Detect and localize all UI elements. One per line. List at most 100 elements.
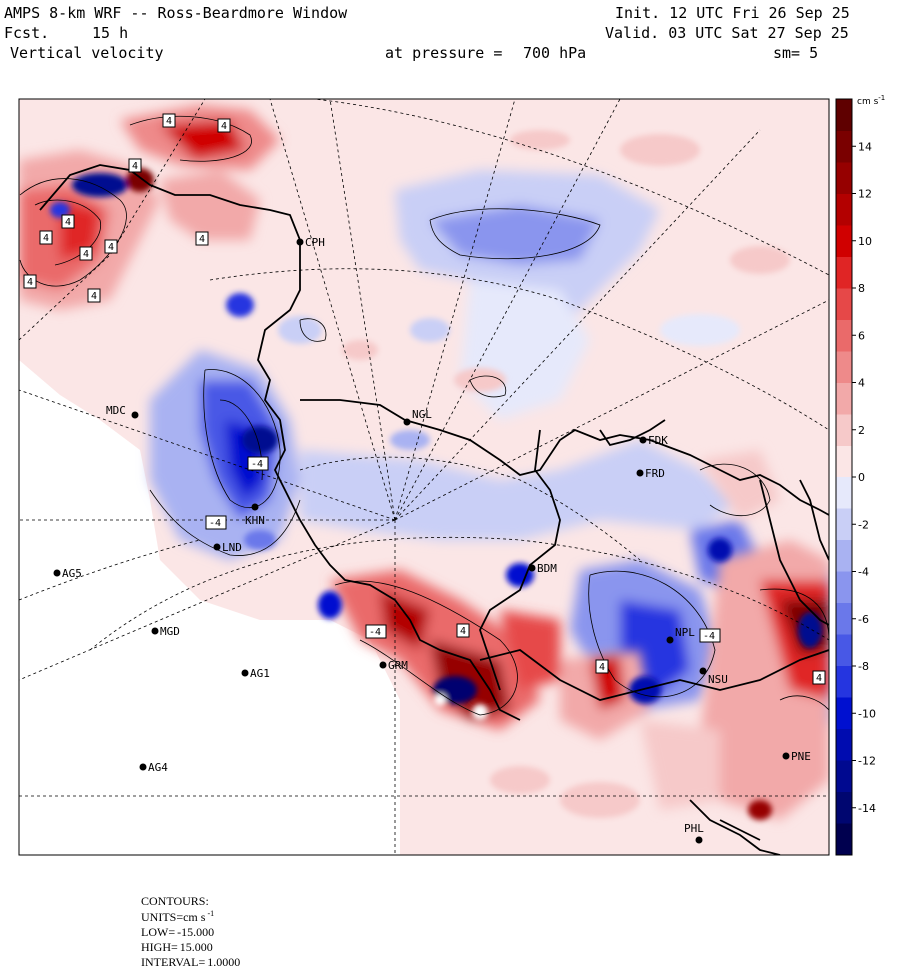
svg-text:NPL: NPL	[675, 626, 695, 639]
svg-text:FDK: FDK	[648, 434, 668, 447]
init-time: Init. 12 UTC Fri 26 Sep 25	[615, 4, 850, 22]
colorbar-tick-label: -6	[858, 613, 869, 626]
station-ngl[interactable]: NGL	[403, 408, 433, 426]
colorbar-swatch	[836, 508, 852, 541]
svg-text:-4: -4	[369, 627, 381, 638]
svg-text:KHN: KHN	[245, 514, 265, 527]
svg-text:NGL: NGL	[412, 408, 432, 421]
colorbar-swatch	[836, 193, 852, 226]
smoothing-label: sm= 5	[773, 44, 819, 62]
interval-value: 1.0000	[207, 955, 241, 969]
colorbar-tick-label: 0	[858, 471, 865, 484]
station-phl[interactable]: PHL	[684, 822, 704, 844]
svg-text:4: 4	[599, 662, 605, 673]
coastline	[39, 164, 829, 855]
colorbar-swatch	[836, 634, 852, 667]
svg-text:CPH: CPH	[305, 236, 325, 249]
colorbar-swatch	[836, 823, 852, 856]
contour-label: 4	[162, 113, 176, 128]
svg-text:4: 4	[83, 249, 89, 260]
colorbar-swatch	[836, 414, 852, 446]
colorbar-tick-label: 6	[858, 329, 865, 342]
station-markers: CPH MDC NGL FDK FRD KHN LND AG5 MGD AG1 …	[53, 236, 811, 844]
svg-text:-4: -4	[209, 518, 221, 529]
svg-text:-4: -4	[251, 459, 263, 470]
svg-text:4: 4	[108, 242, 114, 253]
contour-label: 4	[79, 246, 93, 261]
vertical-velocity-field	[19, 99, 829, 855]
station-ag5[interactable]: AG5	[53, 567, 82, 580]
colorbar-swatch	[836, 571, 852, 604]
contour-label: 4	[195, 231, 209, 246]
station-mdc[interactable]: MDC	[106, 404, 139, 419]
contour-label: -4	[205, 515, 227, 530]
colorbar-swatch	[836, 288, 852, 320]
contour-label: -4	[699, 628, 721, 643]
station-frd[interactable]: FRD	[636, 467, 665, 480]
map-title: AMPS 8-km WRF -- Ross-Beardmore Window	[4, 4, 348, 22]
interval-label: INTERVAL=	[141, 955, 206, 969]
colorbar-swatch	[836, 319, 852, 352]
svg-text:MGD: MGD	[160, 625, 180, 638]
colorbar-swatch	[836, 351, 852, 383]
svg-text:BDM: BDM	[537, 562, 557, 575]
colorbar-swatch	[836, 603, 852, 635]
station-fdk[interactable]: FDK	[639, 434, 669, 447]
colorbar-swatch	[836, 540, 852, 572]
station-cph[interactable]: CPH	[296, 236, 325, 249]
colorbar-swatch	[836, 225, 852, 257]
colorbar-swatch	[836, 445, 852, 478]
contour-label: 4	[128, 158, 142, 173]
station-bdm[interactable]: BDM	[528, 562, 558, 575]
colorbar-swatch	[836, 792, 852, 824]
station-grm[interactable]: GRM	[379, 659, 409, 672]
colorbar	[836, 99, 852, 856]
svg-text:AG4: AG4	[148, 761, 168, 774]
station-nsu[interactable]: NSU	[699, 667, 728, 687]
svg-text:FRD: FRD	[645, 467, 665, 480]
contour-label: -4	[365, 624, 387, 639]
contour-label: 4	[39, 230, 53, 245]
colorbar-tick-label: 12	[858, 188, 872, 201]
contour-label: 4	[456, 623, 470, 638]
forecast-label: Fcst.	[4, 24, 50, 42]
low-value: -15.000	[177, 925, 215, 939]
contour-label: -4	[247, 456, 269, 471]
colorbar-tick-label: -14	[858, 802, 876, 815]
contour-label: 4	[87, 288, 101, 303]
high-value: 15.000	[179, 940, 213, 954]
lat-lon-grid	[19, 99, 829, 855]
svg-text:PNE: PNE	[791, 750, 811, 763]
station-mgd[interactable]: MGD	[151, 625, 180, 638]
valid-time: Valid. 03 UTC Sat 27 Sep 25	[605, 24, 849, 42]
forecast-hour: 15 h	[92, 24, 129, 42]
station-ag4[interactable]: AG4	[139, 761, 169, 774]
colorbar-swatch	[836, 697, 852, 730]
colorbar-swatch	[836, 99, 852, 131]
colorbar-tick-label: 4	[858, 377, 865, 390]
high-label: HIGH=	[141, 940, 178, 954]
station-ag1[interactable]: AG1	[241, 667, 270, 680]
colorbar-tick-label: -8	[858, 660, 869, 673]
station-khn[interactable]: KHN	[245, 503, 265, 528]
svg-text:4: 4	[221, 121, 227, 132]
colorbar-tick-label: -12	[858, 755, 876, 768]
pressure-label: at pressure =	[385, 44, 503, 62]
svg-text:4: 4	[460, 626, 466, 637]
contour-label: 4	[61, 214, 75, 229]
colorbar-tick-label: 14	[858, 140, 872, 153]
station-npl[interactable]: NPL	[666, 626, 696, 644]
colorbar-ticks: 14 12 10 8 6 4 2 0 -2 -4 -6 -8 -10 -12 -14	[852, 140, 876, 815]
colorbar-swatch	[836, 382, 852, 415]
colorbar-tick-label: -10	[858, 707, 876, 720]
svg-text:-4: -4	[703, 631, 715, 642]
pressure-level: 700 hPa	[523, 44, 587, 62]
svg-text:4: 4	[43, 233, 49, 244]
station-pne[interactable]: PNE	[782, 750, 811, 763]
colorbar-tick-label: -4	[858, 566, 869, 579]
station-lnd[interactable]: LND	[213, 541, 242, 554]
svg-text:MDC: MDC	[106, 404, 126, 417]
svg-text:4: 4	[91, 291, 97, 302]
units-label: UNITS=cm s -1	[141, 909, 215, 924]
contour-info-footer: CONTOURS: UNITS=cm s -1 LOW= -15.000 HIGH=…	[135, 879, 242, 970]
